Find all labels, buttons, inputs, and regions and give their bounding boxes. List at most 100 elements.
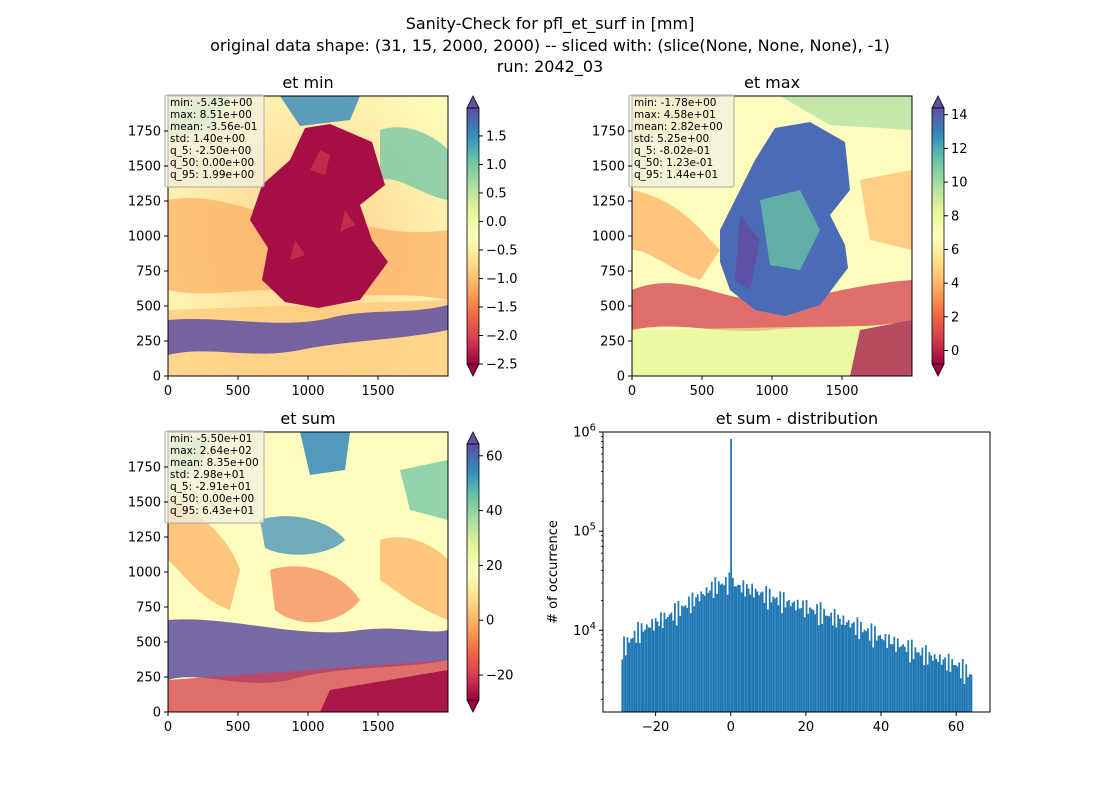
stats-box: min: -1.78e+00 max: 4.58e+01 mean: 2.82e… — [628, 94, 735, 188]
y-tick-label: 250 — [136, 671, 161, 686]
histogram-bar — [667, 617, 669, 712]
histogram-bar — [968, 674, 971, 712]
histogram-bar — [724, 577, 727, 712]
histogram-bar — [726, 594, 729, 712]
colorbar-tick-label: −2.0 — [486, 329, 518, 344]
histogram-bar — [775, 597, 778, 712]
x-axis-ticks: 0 500 1000 1500 — [164, 712, 395, 735]
histogram-bar — [903, 646, 906, 712]
histogram-bar — [823, 608, 825, 712]
histogram-bar — [928, 652, 931, 712]
histogram-bar — [737, 584, 739, 712]
histogram-bar — [935, 658, 938, 712]
colorbar: 14 12 10 8 6 4 2 0 — [931, 95, 968, 377]
stat-line: std: 5.25e+00 — [634, 133, 709, 145]
histogram-bar — [819, 602, 822, 712]
y-tick-label: 1750 — [128, 461, 161, 476]
histogram-bar — [939, 654, 941, 712]
histogram-bar — [791, 602, 794, 712]
histogram-bar — [954, 665, 957, 712]
histogram-bar — [909, 662, 911, 712]
y-tick-label: 106 — [573, 423, 596, 441]
histogram-bar — [684, 605, 687, 712]
x-tick-label: 0 — [628, 384, 636, 399]
histogram-bar — [705, 587, 708, 712]
colorbar-ticks: 60 40 20 0 −20 — [479, 449, 513, 684]
histogram-bar — [847, 620, 850, 712]
histogram-bar — [844, 625, 847, 712]
histogram-bar — [674, 603, 676, 712]
y-tick-label: 1250 — [128, 195, 161, 210]
colorbar-ticks: 14 12 10 8 6 4 2 0 — [944, 108, 968, 359]
histogram-bar — [768, 588, 771, 712]
histogram-bar — [760, 592, 762, 712]
colorbar-tick-label: 60 — [486, 449, 503, 464]
colorbar-tick-label: 0 — [486, 614, 494, 629]
histogram-bar — [707, 592, 710, 712]
histogram-bar — [905, 652, 908, 712]
histogram-bar — [902, 644, 904, 712]
x-tick-label: 20 — [798, 720, 815, 735]
histogram-bar — [631, 638, 634, 712]
colorbar-tick-label: 0.5 — [486, 186, 507, 201]
histogram-bar — [907, 640, 910, 712]
histogram-bar — [816, 604, 818, 712]
histogram-bar — [695, 597, 697, 712]
histogram-bar — [944, 657, 947, 712]
histogram-bar — [661, 628, 664, 712]
histogram-bar — [940, 664, 943, 712]
x-tick-label: 0 — [164, 720, 172, 735]
histogram-bar — [710, 581, 713, 712]
panel-title: et sum — [280, 409, 335, 428]
stat-line: max: 4.58e+01 — [634, 109, 716, 121]
histogram-bar — [717, 581, 720, 712]
stat-line: mean: 2.82e+00 — [634, 121, 723, 133]
colorbar-ticks: 1.5 1.0 0.5 0.0 −0.5 −1.0 −1.5 −2.0 −2.5 — [479, 129, 518, 373]
histogram-bar — [895, 651, 897, 712]
histogram-bar — [854, 634, 857, 712]
x-tick-label: 500 — [226, 720, 251, 735]
histogram-bar — [870, 623, 873, 712]
histogram-bar — [747, 588, 750, 712]
colorbar: 1.5 1.0 0.5 0.0 −0.5 −1.0 −1.5 −2.0 −2.5 — [466, 95, 518, 377]
stat-line: min: -5.50e+01 — [170, 433, 252, 445]
x-tick-label: 40 — [873, 720, 890, 735]
histogram-bar — [912, 659, 915, 712]
histogram-bar — [633, 630, 636, 712]
histogram-bar — [817, 625, 820, 712]
histogram-bar — [700, 591, 703, 712]
histogram-bar — [877, 635, 880, 712]
histogram-bar — [910, 639, 913, 712]
histogram-bar — [930, 655, 932, 712]
histogram-bar — [742, 580, 745, 712]
histogram-bar — [893, 636, 896, 712]
y-tick-label: 750 — [136, 265, 161, 280]
histogram-bar — [624, 655, 627, 712]
histogram-bar — [814, 614, 817, 712]
histogram-bar — [879, 635, 882, 712]
histogram-bar — [652, 630, 655, 712]
histogram-bar — [753, 597, 755, 712]
histogram-bar — [651, 619, 653, 712]
colorbar-tick-label: 8 — [951, 209, 959, 224]
histogram-bar — [660, 612, 662, 712]
stat-line: q_5: -2.50e+00 — [170, 145, 251, 157]
histogram-bar — [645, 624, 648, 712]
histogram-bar — [774, 598, 776, 712]
histogram-bar — [882, 640, 885, 712]
histogram-bar — [686, 607, 689, 712]
histogram-bar — [970, 674, 973, 712]
histogram-bar — [668, 614, 671, 712]
histogram-bar — [644, 629, 646, 712]
stat-line: q_50: 0.00e+00 — [170, 157, 254, 169]
histogram-bar — [826, 615, 829, 712]
histogram-bar — [942, 659, 945, 712]
figure-title-line-1: Sanity-Check for pfl_et_surf in [mm] — [406, 14, 695, 34]
histogram-bar — [781, 613, 783, 712]
histogram-bar — [931, 660, 934, 712]
histogram-bar — [640, 623, 643, 712]
x-tick-label: 0 — [727, 720, 735, 735]
x-tick-label: 1500 — [825, 384, 858, 399]
histogram-bar — [721, 583, 724, 712]
histogram-bar — [896, 638, 899, 712]
